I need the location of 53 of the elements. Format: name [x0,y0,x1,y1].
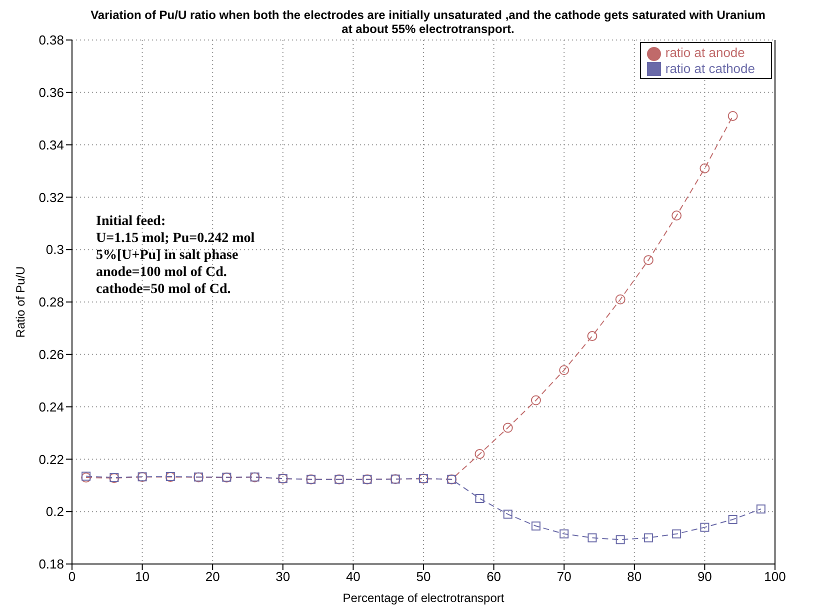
point [700,163,710,174]
x-tick-label: 10 [135,569,150,584]
point [672,210,682,221]
point [530,395,541,406]
x-tick-label: 0 [68,569,76,584]
x-tick-label: 20 [205,569,220,584]
x-tick-label: 90 [697,569,712,584]
y-tick-label: 0.38 [38,32,64,48]
y-axis-title: Ratio of Pu/U [13,266,28,338]
point [587,331,598,342]
y-tick-label: 0.22 [38,452,64,467]
x-tick-label: 100 [764,569,786,584]
y-tick-label: 0.32 [38,190,64,205]
point [756,504,766,514]
x-axis-title: Percentage of electrotransport [342,591,505,605]
x-tick-label: 80 [627,569,642,584]
x-tick-label: 30 [276,569,290,584]
y-tick-label: 0.26 [38,347,64,362]
point [475,494,484,503]
chart-title: Variation of Pu/U ratio when both the electrodes are initially unsaturated ,and the cathode gets saturated with Uranium at about 55% electrotransport. [90,8,766,36]
y-tick-label: 0.24 [38,399,64,414]
point [503,510,512,519]
point [700,522,710,532]
text: anode=100 mol of Cd. [96,265,227,280]
y-tick-label: 0.3 [46,242,64,258]
x-tick-label: 70 [556,569,572,584]
y-tick-label: 0.28 [38,294,64,310]
point [531,522,540,531]
x-tick-label: 50 [416,569,431,584]
text: U=1.15 mol; Pu=0.242 mol [96,231,255,246]
y-tick-label: 0.36 [38,85,64,100]
x-tick-label: 40 [346,569,360,584]
point [644,533,653,542]
point [502,422,513,433]
text: cathode=50 mol of Cd. [96,282,231,297]
y-tick-label: 0.18 [38,556,64,572]
point [616,535,625,544]
point [474,448,485,459]
point [728,514,738,524]
point [672,529,682,538]
text: Initial feed: [96,214,166,229]
x-tick-label: 60 [486,569,502,584]
y-tick-label: 0.34 [38,137,64,152]
legend-label: ratio at anode [665,45,745,60]
point [615,294,626,304]
point [643,255,654,266]
point [560,529,569,538]
y-tick-label: 0.2 [46,504,64,520]
text: 5%[U+Pu] in salt phase [96,248,238,263]
point [728,110,738,121]
legend-label: ratio at cathode [665,60,755,76]
point [559,365,570,376]
point [588,533,597,542]
